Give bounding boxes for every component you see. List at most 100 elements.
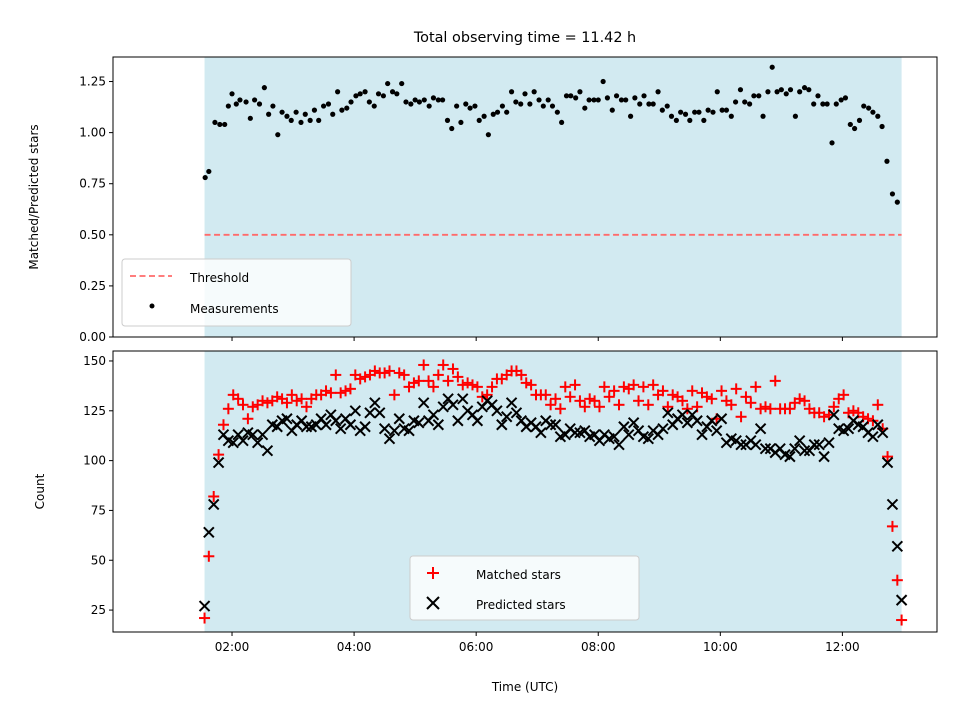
matched-star-point bbox=[891, 574, 903, 586]
measurement-point bbox=[613, 93, 620, 99]
measurement-point bbox=[678, 109, 684, 115]
matched-star-point bbox=[554, 403, 566, 415]
measurement-point bbox=[444, 117, 451, 123]
measurement-point bbox=[554, 109, 560, 115]
matched-star-point bbox=[603, 391, 615, 403]
ratio-legend: Threshold Measurements bbox=[121, 258, 352, 327]
matched-star-point bbox=[784, 403, 796, 415]
matched-star-point bbox=[237, 399, 249, 411]
matched-star-point bbox=[379, 367, 391, 379]
matched-star-point bbox=[838, 389, 850, 401]
measurement-point bbox=[861, 103, 867, 109]
matched-star-point bbox=[769, 375, 781, 387]
measurement-point bbox=[288, 117, 294, 123]
measurement-point bbox=[751, 93, 757, 99]
matched-star-point bbox=[203, 550, 215, 562]
measurement-point bbox=[362, 89, 368, 95]
predicted-legend-label: Predicted stars bbox=[476, 598, 566, 612]
measurement-point bbox=[233, 101, 239, 107]
matched-star-point bbox=[398, 369, 410, 381]
matched-star-point bbox=[344, 383, 356, 395]
matched-star-point bbox=[340, 385, 352, 397]
measurement-point bbox=[687, 117, 693, 123]
measurement-point bbox=[774, 89, 780, 95]
ratio-x-ticks bbox=[231, 337, 843, 341]
measurement-point bbox=[222, 121, 228, 128]
measurement-point bbox=[449, 125, 455, 132]
y-tick-label: 1.25 bbox=[79, 75, 106, 89]
matched-star-point bbox=[457, 379, 469, 391]
predicted-star-point bbox=[364, 407, 376, 419]
predicted-star-point bbox=[457, 393, 469, 405]
matched-star-point bbox=[579, 401, 591, 413]
measurement-point bbox=[325, 101, 332, 107]
measurement-point bbox=[632, 95, 638, 101]
matched-star-point bbox=[481, 389, 493, 401]
matched-star-point bbox=[217, 419, 229, 431]
predicted-star-point bbox=[608, 430, 620, 443]
ratio-y-axis-label: Matched/Predicted stars bbox=[27, 124, 41, 269]
measurement-point bbox=[256, 101, 263, 107]
predicted-star-point bbox=[330, 415, 342, 427]
measurement-point bbox=[801, 85, 808, 91]
measurement-point bbox=[870, 109, 876, 115]
measurement-point bbox=[833, 101, 839, 107]
measurement-point bbox=[237, 97, 243, 103]
measurement-point bbox=[527, 101, 533, 107]
matched-star-point bbox=[393, 367, 405, 379]
measurement-point bbox=[385, 80, 391, 87]
measurement-point bbox=[889, 191, 896, 197]
measurement-point bbox=[756, 93, 762, 99]
measurement-point bbox=[545, 97, 551, 103]
measurement-point bbox=[366, 99, 372, 105]
matched-star-point bbox=[642, 399, 654, 411]
matched-star-point bbox=[740, 391, 752, 403]
measurement-point bbox=[568, 93, 574, 99]
measurement-point bbox=[412, 97, 418, 103]
predicted-star-point bbox=[212, 456, 225, 469]
measurement-point bbox=[811, 101, 817, 107]
measurement-point bbox=[787, 87, 794, 93]
matched-star-point bbox=[896, 614, 908, 626]
measurement-point bbox=[838, 97, 844, 103]
counts-y-axis: 25 50 75 100 125 150 bbox=[83, 354, 113, 617]
matched-star-point bbox=[222, 403, 234, 415]
measurement-point bbox=[476, 117, 482, 123]
matched-star-point bbox=[706, 393, 718, 405]
predicted-star-point bbox=[710, 425, 723, 437]
threshold-legend-label: Threshold bbox=[189, 271, 249, 285]
y-tick-label: 50 bbox=[91, 553, 106, 567]
predicted-star-point bbox=[823, 436, 835, 449]
matched-star-point bbox=[432, 369, 444, 381]
measurement-point bbox=[335, 89, 341, 95]
matched-star-point bbox=[296, 393, 308, 405]
matched-star-point bbox=[325, 387, 337, 399]
matched-star-point bbox=[686, 385, 698, 397]
y-tick-label: 75 bbox=[91, 503, 106, 517]
measurement-point bbox=[243, 99, 249, 105]
measurement-point bbox=[416, 99, 423, 105]
x-tick-label: 04:00 bbox=[337, 640, 372, 654]
measurement-point bbox=[266, 111, 272, 117]
matched-star-point bbox=[447, 363, 459, 375]
matched-star-point bbox=[657, 385, 669, 397]
predicted-star-point bbox=[681, 417, 694, 429]
measurement-point bbox=[270, 103, 276, 109]
measurement-point bbox=[426, 103, 432, 109]
measurement-point bbox=[595, 97, 601, 103]
measurement-point bbox=[641, 93, 647, 99]
predicted-star-point bbox=[750, 438, 762, 451]
matched-star-point bbox=[569, 379, 581, 391]
matched-star-point bbox=[828, 401, 840, 413]
measurement-point bbox=[696, 109, 702, 115]
predicted-star-point bbox=[427, 409, 440, 421]
predicted-star-point bbox=[798, 444, 811, 457]
predicted-star-point bbox=[813, 438, 825, 451]
measurement-point bbox=[769, 64, 775, 70]
measurement-point bbox=[765, 89, 771, 95]
predicted-star-point bbox=[793, 434, 806, 447]
matched-star-point bbox=[462, 377, 474, 389]
matched-star-point bbox=[550, 393, 562, 405]
measurement-point bbox=[673, 117, 679, 123]
